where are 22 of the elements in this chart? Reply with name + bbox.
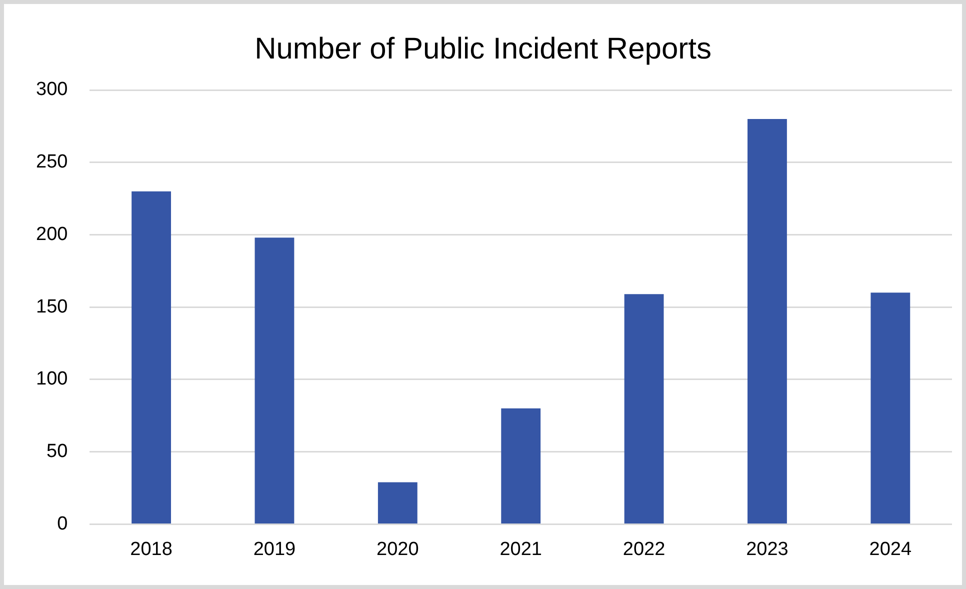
bar <box>624 294 664 524</box>
bar <box>870 292 910 524</box>
x-tick-label: 2019 <box>253 538 296 560</box>
y-tick-label: 100 <box>36 368 68 390</box>
chart-title: Number of Public Incident Reports <box>254 32 712 66</box>
y-tick-label: 50 <box>46 441 68 462</box>
bar <box>132 191 172 524</box>
x-tick-label: 2018 <box>130 538 172 560</box>
bar <box>378 482 418 524</box>
bar <box>254 238 294 524</box>
y-tick-label: 200 <box>36 224 68 245</box>
x-tick-label: 2021 <box>500 538 542 560</box>
x-tick-label: 2023 <box>746 538 788 560</box>
y-tick-label: 0 <box>57 513 68 534</box>
y-tick-label: 300 <box>36 79 68 100</box>
y-tick-label: 250 <box>36 152 68 173</box>
y-tick-label: 150 <box>36 296 68 318</box>
x-tick-label: 2024 <box>869 538 912 560</box>
x-tick-label: 2020 <box>376 538 419 560</box>
x-tick-label: 2022 <box>622 538 666 560</box>
bar <box>748 118 787 524</box>
bar <box>501 408 541 524</box>
